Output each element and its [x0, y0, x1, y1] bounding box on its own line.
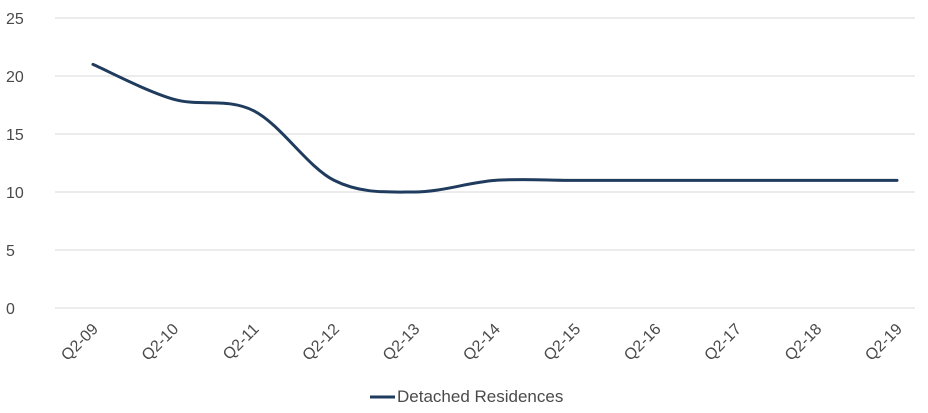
x-tick-label: Q2-11: [220, 321, 263, 364]
y-tick-label: 20: [6, 69, 24, 86]
y-tick-label: 10: [6, 185, 24, 202]
x-tick-label: Q2-19: [862, 321, 906, 365]
x-tick-label: Q2-18: [782, 321, 826, 365]
y-tick-label: 15: [6, 127, 24, 144]
series-lines: [91, 62, 899, 194]
gridlines: [55, 17, 915, 309]
y-tick-label: 0: [6, 301, 15, 318]
x-tick-label: Q2-17: [702, 321, 746, 365]
x-tick-label: Q2-13: [380, 321, 424, 365]
y-tick-label: 5: [6, 243, 15, 260]
x-tick-label: Q2-10: [139, 321, 183, 365]
x-tick-label: Q2-14: [460, 321, 504, 365]
x-tick-label: Q2-09: [58, 321, 102, 365]
legend-label: Detached Residences: [397, 387, 563, 406]
y-tick-label: 25: [6, 11, 24, 28]
x-axis-tick-labels: Q2-09 Q2-10 Q2-11 Q2-12 Q2-13 Q2-14 Q2-15 Q2-16…: [58, 321, 906, 365]
series-line-0: [91, 62, 899, 194]
x-tick-label: Q2-15: [541, 321, 585, 365]
x-tick-label: Q2-16: [621, 321, 665, 365]
legend: Detached Residences: [370, 387, 563, 406]
x-tick-label: Q2-12: [300, 321, 344, 365]
y-axis-tick-labels: 0 5 10 15 20 25: [6, 11, 24, 318]
